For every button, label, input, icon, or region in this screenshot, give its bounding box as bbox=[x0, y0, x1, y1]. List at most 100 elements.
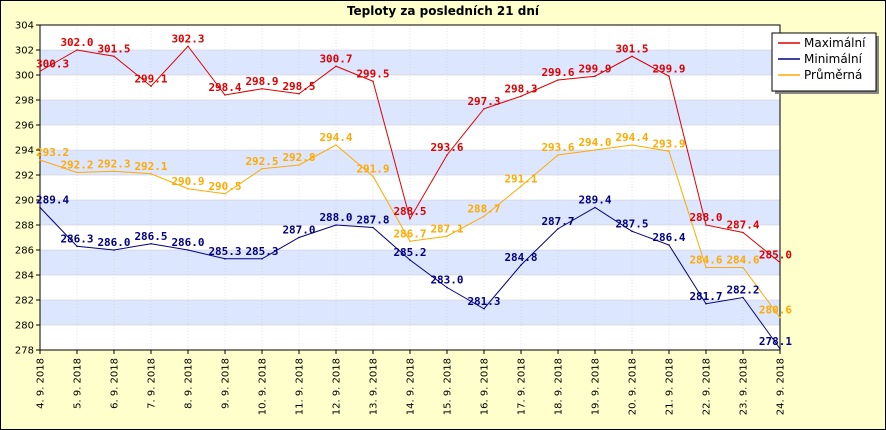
y-tick-label: 282 bbox=[15, 296, 34, 307]
data-label: 289.4 bbox=[36, 194, 69, 207]
data-point bbox=[594, 149, 596, 151]
chart-title: Teploty za posledních 21 dní bbox=[347, 4, 540, 18]
data-label: 290.5 bbox=[208, 180, 241, 193]
x-tick-label: 11. 9. 2018 bbox=[295, 358, 306, 415]
data-label: 293.2 bbox=[36, 146, 69, 159]
y-tick-label: 278 bbox=[15, 346, 34, 357]
data-point bbox=[668, 244, 670, 246]
data-label: 299.6 bbox=[541, 66, 574, 79]
data-point bbox=[779, 316, 781, 319]
data-point bbox=[261, 257, 263, 260]
data-label: 280.6 bbox=[759, 304, 792, 317]
data-label: 284.8 bbox=[504, 251, 537, 264]
data-point bbox=[705, 224, 707, 226]
data-label: 287.4 bbox=[726, 219, 759, 232]
data-point bbox=[446, 235, 448, 238]
data-point bbox=[483, 215, 485, 218]
data-label: 302.0 bbox=[60, 36, 93, 49]
data-label: 289.4 bbox=[578, 194, 611, 207]
data-label: 285.3 bbox=[245, 245, 278, 258]
data-label: 299.9 bbox=[652, 62, 685, 75]
data-label: 285.3 bbox=[208, 245, 241, 258]
data-label: 285.0 bbox=[759, 249, 792, 262]
data-label: 287.1 bbox=[430, 222, 463, 235]
legend-label: Průměrná bbox=[804, 68, 862, 82]
data-point bbox=[446, 286, 448, 289]
x-tick-label: 9. 9. 2018 bbox=[221, 358, 232, 409]
data-point bbox=[113, 55, 115, 58]
x-tick-label: 17. 9. 2018 bbox=[517, 358, 528, 415]
series-lines bbox=[39, 45, 781, 350]
data-point bbox=[631, 230, 633, 233]
data-label: 287.0 bbox=[282, 224, 315, 237]
y-tick-label: 296 bbox=[15, 121, 34, 132]
data-label: 281.7 bbox=[689, 290, 722, 303]
data-point bbox=[520, 264, 522, 266]
data-label: 301.5 bbox=[97, 42, 130, 55]
y-tick-label: 294 bbox=[15, 146, 34, 157]
data-label: 292.3 bbox=[97, 157, 130, 170]
y-tick-label: 288 bbox=[15, 221, 34, 232]
data-point bbox=[668, 75, 670, 78]
x-tick-label: 5. 9. 2018 bbox=[73, 358, 84, 409]
x-tick-label: 14. 9. 2018 bbox=[406, 358, 417, 415]
data-label: 292.8 bbox=[282, 151, 315, 164]
x-tick-label: 4. 9. 2018 bbox=[36, 358, 47, 409]
data-point bbox=[298, 92, 300, 95]
data-point bbox=[705, 266, 707, 269]
data-point bbox=[298, 236, 300, 239]
data-label: 288.7 bbox=[467, 202, 500, 215]
data-point bbox=[76, 245, 78, 248]
legend-label: Maximální bbox=[804, 36, 866, 50]
x-tick-label: 10. 9. 2018 bbox=[258, 358, 269, 415]
data-point bbox=[557, 227, 559, 230]
data-point bbox=[483, 107, 485, 110]
grid-lines bbox=[39, 24, 781, 351]
x-tick-label: 15. 9. 2018 bbox=[443, 358, 454, 415]
data-point bbox=[372, 175, 374, 178]
data-label: 298.5 bbox=[282, 80, 315, 93]
data-label: 293.6 bbox=[541, 141, 574, 154]
data-point bbox=[705, 302, 707, 305]
data-label: 286.0 bbox=[97, 236, 130, 249]
data-point bbox=[298, 164, 300, 166]
data-point bbox=[372, 226, 374, 229]
y-tick-label: 292 bbox=[15, 171, 34, 182]
data-label: 284.6 bbox=[689, 254, 722, 267]
data-label: 282.2 bbox=[726, 284, 759, 297]
data-label: 294.4 bbox=[319, 131, 352, 144]
data-label: 294.4 bbox=[615, 131, 648, 144]
data-label: 288.0 bbox=[319, 211, 352, 224]
data-label: 292.5 bbox=[245, 155, 278, 168]
data-label: 293.9 bbox=[652, 137, 685, 150]
data-point bbox=[520, 185, 522, 188]
data-point bbox=[520, 95, 522, 98]
y-axis: 278 280 282 284 286 288 290 292 294 296 298 300 302 3… bbox=[15, 21, 40, 357]
data-point bbox=[557, 154, 559, 156]
legend-label: Minimální bbox=[804, 52, 863, 66]
data-label: 286.0 bbox=[171, 236, 204, 249]
data-label: 291.9 bbox=[356, 162, 389, 175]
data-point bbox=[446, 154, 448, 156]
data-label: 278.1 bbox=[759, 335, 792, 348]
data-label: 287.8 bbox=[356, 214, 389, 227]
x-tick-label: 19. 9. 2018 bbox=[591, 358, 602, 415]
data-point bbox=[409, 217, 411, 220]
data-point bbox=[39, 206, 41, 209]
y-tick-label: 284 bbox=[15, 271, 34, 282]
data-point bbox=[113, 170, 115, 173]
data-label: 292.1 bbox=[134, 160, 167, 173]
data-label: 299.5 bbox=[356, 67, 389, 80]
data-point bbox=[39, 159, 41, 161]
data-point bbox=[187, 45, 189, 48]
y-tick-label: 304 bbox=[15, 21, 34, 32]
y-tick-label: 280 bbox=[15, 321, 34, 332]
data-point bbox=[224, 94, 226, 96]
data-label: 298.4 bbox=[208, 81, 241, 94]
data-label: 284.6 bbox=[726, 254, 759, 267]
x-tick-label: 23. 9. 2018 bbox=[739, 358, 750, 415]
data-point bbox=[76, 171, 78, 174]
x-tick-label: 6. 9. 2018 bbox=[110, 358, 121, 409]
data-point bbox=[187, 187, 189, 190]
